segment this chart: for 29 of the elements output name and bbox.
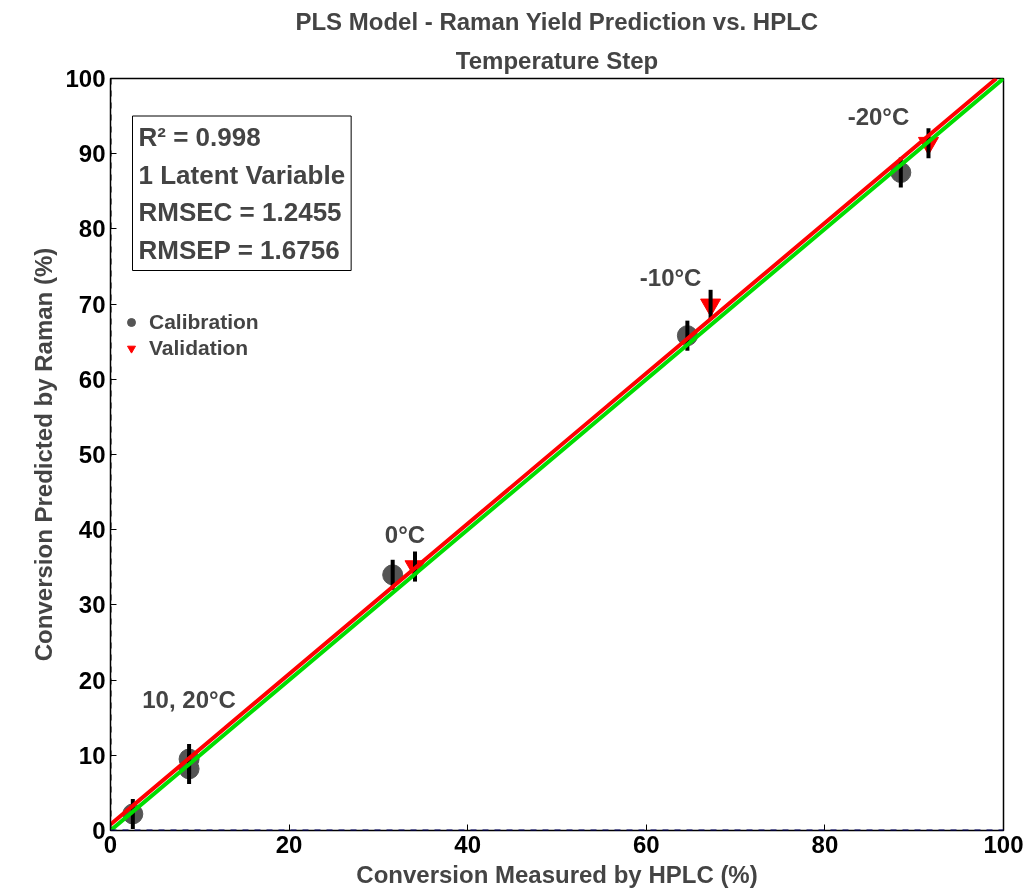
chart-subtitle: Temperature Step (455, 46, 659, 74)
y-tick-label: 60 (78, 365, 106, 393)
annotation: R² = 0.998 (138, 122, 261, 152)
x-tick-label: 20 (275, 830, 303, 858)
x-tick-label: 100 (983, 830, 1024, 858)
y-tick-label: 50 (78, 441, 106, 468)
x-tick-label: 80 (811, 830, 839, 858)
x-tick-label: 60 (632, 830, 660, 858)
y-tick-label: 70 (78, 290, 106, 318)
legend-label: Calibration (149, 310, 259, 334)
annotation: 1 Latent Variable (138, 159, 346, 190)
annotation: RMSEP = 1.6756 (138, 234, 340, 265)
y-tick-label: 10 (78, 741, 106, 769)
annotation: 10, 20°C (142, 685, 236, 713)
annotation: 0°C (384, 521, 426, 549)
x-axis-title: Conversion Measured by HPLC (%) (356, 860, 758, 888)
y-tick-label: 40 (78, 516, 106, 544)
y-tick-label: 20 (78, 666, 106, 694)
annotation: -10°C (639, 264, 702, 292)
annotation: RMSEC = 1.2455 (138, 197, 342, 227)
legend-label: Validation (149, 336, 249, 360)
annotation: -20°C (847, 102, 910, 130)
y-tick-label: 30 (78, 591, 106, 619)
y-tick-label: 100 (65, 65, 106, 92)
y-axis-title: Conversion Predicted by Raman (%) (30, 247, 58, 662)
y-tick-label: 80 (78, 215, 106, 243)
x-tick-label: 40 (454, 830, 482, 858)
y-tick-label: 90 (78, 140, 106, 168)
chart-title: PLS Model - Raman Yield Prediction vs. HPLC (295, 7, 819, 35)
